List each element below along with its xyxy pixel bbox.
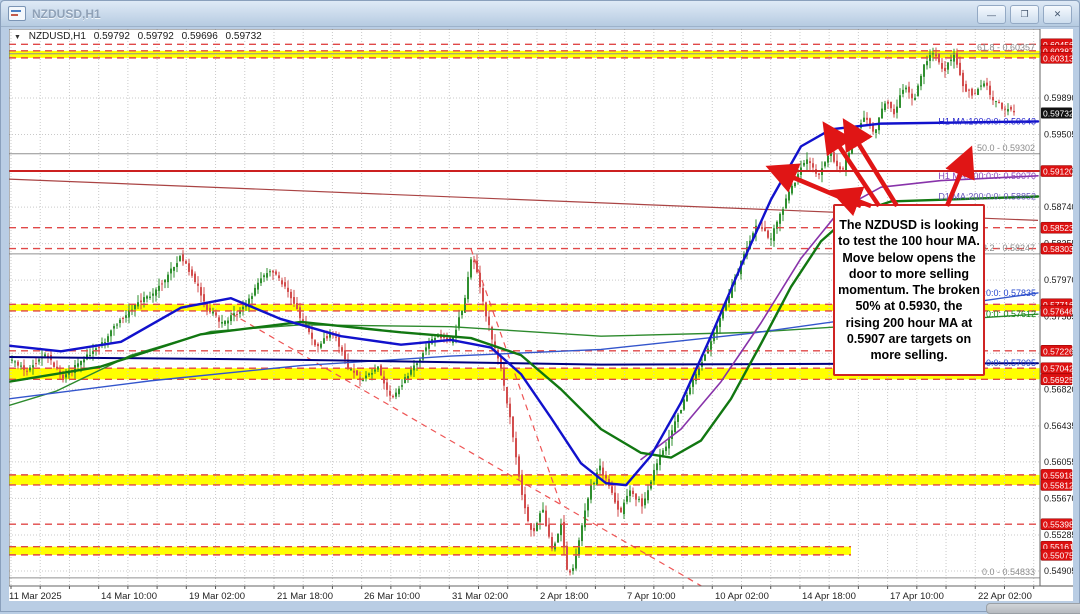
- svg-text:H1 MA:100:0:0: 0.59643: H1 MA:100:0:0: 0.59643: [938, 116, 1036, 126]
- window-controls: — ❐ ✕: [977, 5, 1072, 24]
- svg-text:0.57716: 0.57716: [1043, 300, 1073, 310]
- chart-icon: [8, 6, 26, 21]
- svg-text:D1 MA:200:0:0: 0.58852: D1 MA:200:0:0: 0.58852: [938, 191, 1036, 201]
- close-button[interactable]: ✕: [1043, 5, 1072, 24]
- ohlc-low: 0.59696: [181, 31, 218, 42]
- svg-text:50.0 - 0.59302: 50.0 - 0.59302: [977, 143, 1035, 153]
- svg-text:31 Mar 02:00: 31 Mar 02:00: [452, 591, 508, 601]
- svg-text:0.60387: 0.60387: [1043, 46, 1073, 56]
- svg-text:0.57226: 0.57226: [1043, 346, 1073, 356]
- ohlc-open: 0.59792: [93, 31, 130, 42]
- svg-text:17 Apr 10:00: 17 Apr 10:00: [890, 591, 944, 601]
- svg-text:0.60313: 0.60313: [1043, 53, 1073, 63]
- svg-text:0.58523: 0.58523: [1043, 223, 1073, 233]
- ohlc-header: ▼ NZDUSD,H1 0.59792 0.59792 0.59696 0.59…: [14, 31, 267, 42]
- svg-text:2 Apr 18:00: 2 Apr 18:00: [540, 591, 589, 601]
- svg-text:0.54905: 0.54905: [1044, 566, 1073, 576]
- svg-text:21 Mar 18:00: 21 Mar 18:00: [277, 591, 333, 601]
- svg-text:38.2 - 0.58247: 38.2 - 0.58247: [977, 243, 1035, 253]
- svg-text:0.55812: 0.55812: [1043, 480, 1073, 490]
- svg-text:0.57646: 0.57646: [1043, 306, 1073, 316]
- status-resize-area[interactable]: [986, 603, 1080, 614]
- svg-text:0.57585: 0.57585: [1044, 312, 1073, 322]
- svg-text:0.57042: 0.57042: [1043, 364, 1073, 374]
- ohlc-high: 0.59792: [137, 31, 174, 42]
- svg-text:0.60456: 0.60456: [1043, 40, 1073, 50]
- symbol-label: NZDUSD,H1: [28, 31, 86, 42]
- svg-text:0.56055: 0.56055: [1044, 457, 1073, 467]
- svg-text:0.56925: 0.56925: [1043, 375, 1073, 385]
- svg-text:0.55918: 0.55918: [1043, 470, 1073, 480]
- window-title: NZDUSD,H1: [32, 6, 101, 21]
- svg-text:0.59732: 0.59732: [1043, 108, 1073, 118]
- svg-text:10 Apr 02:00: 10 Apr 02:00: [715, 591, 769, 601]
- svg-text:0.55398: 0.55398: [1043, 520, 1073, 530]
- svg-text:0.55285: 0.55285: [1044, 530, 1073, 540]
- minimize-button[interactable]: —: [977, 5, 1006, 24]
- chart-area: 61.8 - 0.60357 50.0 - 0.59302 38.2 - 0.582…: [9, 29, 1073, 601]
- ohlc-close: 0.59732: [225, 31, 262, 42]
- svg-text:14 Apr 18:00: 14 Apr 18:00: [802, 591, 856, 601]
- svg-text:0.55161: 0.55161: [1043, 542, 1073, 552]
- svg-text:0.56435: 0.56435: [1044, 421, 1073, 431]
- svg-text:0.0 - 0.54833: 0.0 - 0.54833: [982, 567, 1035, 577]
- svg-text:22 Apr 02:00: 22 Apr 02:00: [978, 591, 1032, 601]
- window-titlebar[interactable]: NZDUSD,H1 — ❐ ✕: [1, 1, 1079, 27]
- svg-text:0.59120: 0.59120: [1043, 167, 1073, 177]
- svg-text:0:0: 0.57612: 0:0: 0.57612: [986, 309, 1036, 319]
- svg-text:26 Mar 10:00: 26 Mar 10:00: [364, 591, 420, 601]
- svg-text:0:0: 0.57095: 0:0: 0.57095: [986, 358, 1036, 368]
- svg-text:19 Mar 02:00: 19 Mar 02:00: [189, 591, 245, 601]
- svg-text:14 Mar 10:00: 14 Mar 10:00: [101, 591, 157, 601]
- svg-text:0.55075: 0.55075: [1043, 550, 1073, 560]
- symbol-marker-icon: ▼: [14, 34, 21, 41]
- svg-text:0.58303: 0.58303: [1043, 244, 1073, 254]
- svg-text:D1 MA:100:0:0: 0.57835: D1 MA:100:0:0: 0.57835: [938, 288, 1036, 298]
- analysis-note-box[interactable]: The NZDUSD is looking to test the 100 ho…: [833, 204, 985, 377]
- svg-text:61.8 - 0.60357: 61.8 - 0.60357: [977, 43, 1035, 53]
- svg-text:7 Apr 10:00: 7 Apr 10:00: [627, 591, 676, 601]
- svg-text:11 Mar 2025: 11 Mar 2025: [9, 591, 62, 601]
- svg-text:0.59505: 0.59505: [1044, 130, 1073, 140]
- restore-button[interactable]: ❐: [1010, 5, 1039, 24]
- svg-text:H1 MA:200:0:0: 0.59070: H1 MA:200:0:0: 0.59070: [938, 171, 1036, 181]
